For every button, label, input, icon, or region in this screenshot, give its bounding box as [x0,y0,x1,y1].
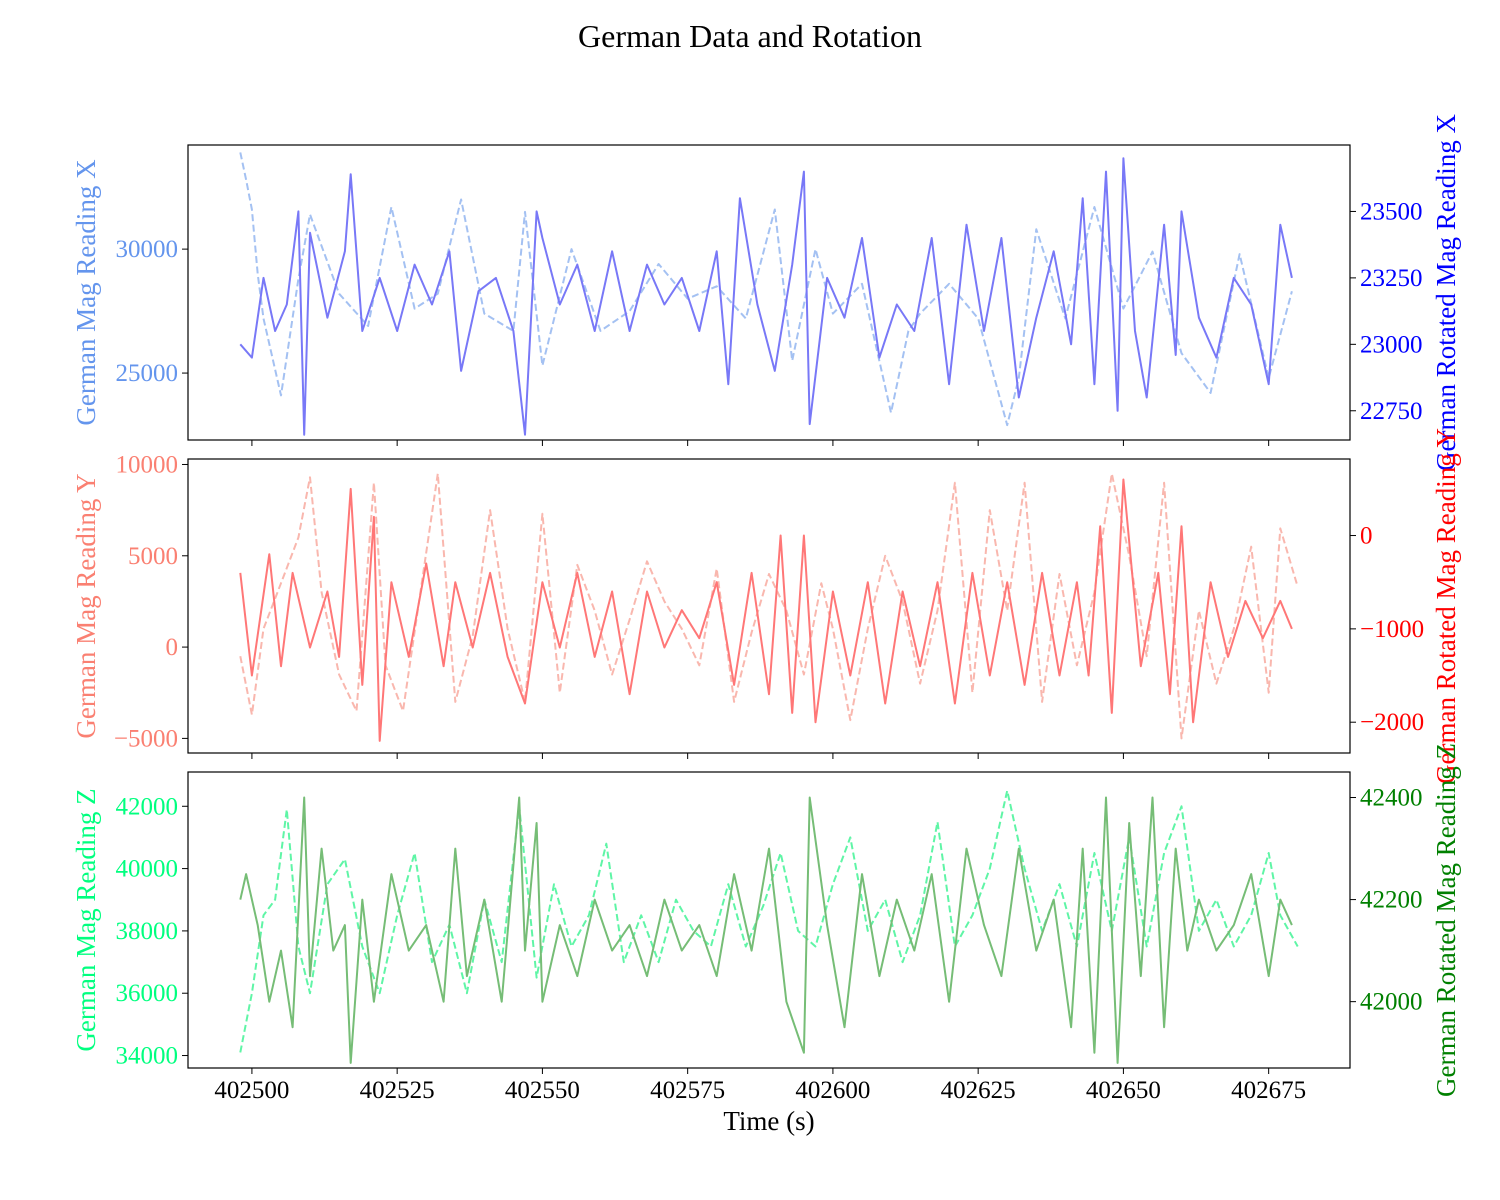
x-tick-label: 402675 [1231,1077,1306,1104]
y-tick-label-left-x: 30000 [116,236,179,263]
y-tick-label-right-y: −1000 [1360,616,1424,643]
chart-title: German Data and Rotation [578,18,922,54]
y-tick-label-left-y: 10000 [116,451,179,478]
x-tick-label: 402500 [214,1077,289,1104]
y-axis-label-left-y: German Mag Reading Y [71,473,101,738]
x-tick-label: 402575 [650,1077,725,1104]
y-tick-label-right-z: 42000 [1360,989,1423,1016]
y-tick-label-left-y: 5000 [128,543,178,570]
subplot-y: −5000 0 5000 10000 −2000 −1000 0 German Mag Rea… [71,428,1461,784]
y-tick-label-right-z: 42400 [1360,785,1423,812]
series-line-x-left [239,152,1293,427]
series-line-y-right [239,478,1293,742]
plot-frame-z [187,771,1351,1069]
y-tick-label-right-y: 0 [1360,523,1373,550]
y-tick-label-left-z: 42000 [116,793,179,820]
y-axis-label-right-x: German Rotated Mag Reading X [1431,114,1461,471]
y-tick-label-right-y: −2000 [1360,709,1424,736]
series-line-x-right [239,157,1293,436]
y-tick-label-left-z: 36000 [116,980,179,1007]
subplot-x: 25000 30000 22750 23000 23250 23500 German Mag… [71,114,1461,471]
y-tick-label-left-y: −5000 [114,725,178,752]
y-tick-label-right-x: 22750 [1360,398,1423,425]
y-tick-label-left-z: 38000 [116,918,179,945]
x-tick-label: 402525 [360,1077,435,1104]
y-tick-label-left-z: 34000 [116,1043,179,1070]
y-axis-label-left-z: German Mag Reading Z [71,788,101,1051]
plot-frame-y [187,458,1351,754]
x-tick-label: 402550 [505,1077,580,1104]
series-line-z-left [239,789,1299,1053]
y-axis-label-right-y: German Rotated Mag Reading Y [1431,428,1461,784]
subplot-z: 34000 36000 38000 40000 42000 42000 42200 42400… [71,743,1461,1136]
x-tick-label: 402625 [941,1077,1016,1104]
x-tick-label: 402600 [795,1077,870,1104]
y-tick-label-right-x: 23500 [1360,198,1423,225]
y-tick-label-left-z: 40000 [116,856,179,883]
subplots: 25000 30000 22750 23000 23250 23500 German Mag… [71,114,1461,1136]
y-tick-label-right-x: 23000 [1360,331,1423,358]
x-tick-label: 402650 [1086,1077,1161,1104]
series-line-z-right [239,796,1293,1064]
y-tick-label-left-x: 25000 [116,360,179,387]
y-tick-label-left-y: 0 [166,634,179,661]
series-line-y-left [239,472,1299,740]
x-axis-label: Time (s) [723,1106,814,1136]
y-tick-label-right-z: 42200 [1360,887,1423,914]
y-axis-label-left-x: German Mag Reading X [71,159,101,426]
y-tick-label-right-x: 23250 [1360,265,1423,292]
plot-frame-x [187,144,1351,441]
y-axis-label-right-z: German Rotated Mag Reading Z [1431,743,1461,1097]
